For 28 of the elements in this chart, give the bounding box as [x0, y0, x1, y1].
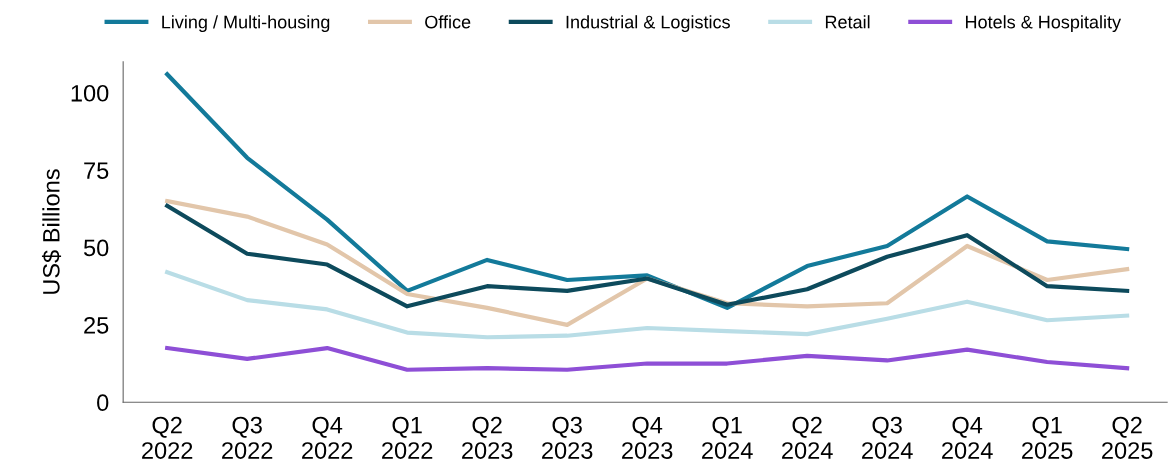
legend-label: Retail — [825, 15, 870, 29]
x-tick-label: Q4 2022 — [302, 416, 353, 459]
x-tick-label: Q1 2022 — [382, 416, 433, 459]
line-series — [165, 203, 1130, 309]
y-tick-label: 50 — [83, 239, 109, 257]
legend-label: Office — [425, 15, 471, 29]
line-series — [165, 72, 1130, 310]
y-tick-label: 100 — [71, 84, 109, 102]
y-tick-label: 75 — [84, 162, 109, 179]
x-tick-label: Q4 2023 — [622, 416, 673, 459]
x-tick-label: Q1 2024 — [702, 416, 753, 459]
x-tick-label: Q2 2025 — [1102, 416, 1153, 459]
y-tick-label: 0 — [97, 394, 109, 412]
y-axis-title: US$ Billions — [41, 169, 62, 294]
legend-label: Living / Multi-housing — [162, 15, 330, 33]
line-series — [165, 270, 1130, 340]
x-tick-label: Q3 2022 — [222, 416, 273, 459]
x-tick-label: Q4 2024 — [942, 416, 993, 459]
legend-label: Industrial & Logistics — [566, 15, 730, 33]
x-tick-label: Q2 2024 — [782, 416, 833, 459]
x-tick-label: Q2 2023 — [462, 416, 513, 459]
y-tick-label: 25 — [84, 316, 109, 334]
x-tick-label: Q2 2022 — [142, 416, 193, 459]
legend-label: Hotels & Hospitality — [965, 15, 1122, 33]
x-tick-label: Q3 2024 — [862, 416, 913, 459]
x-tick-label: Q3 2023 — [542, 416, 593, 459]
line-series — [165, 345, 1130, 372]
x-tick-label: Q1 2025 — [1022, 416, 1073, 459]
